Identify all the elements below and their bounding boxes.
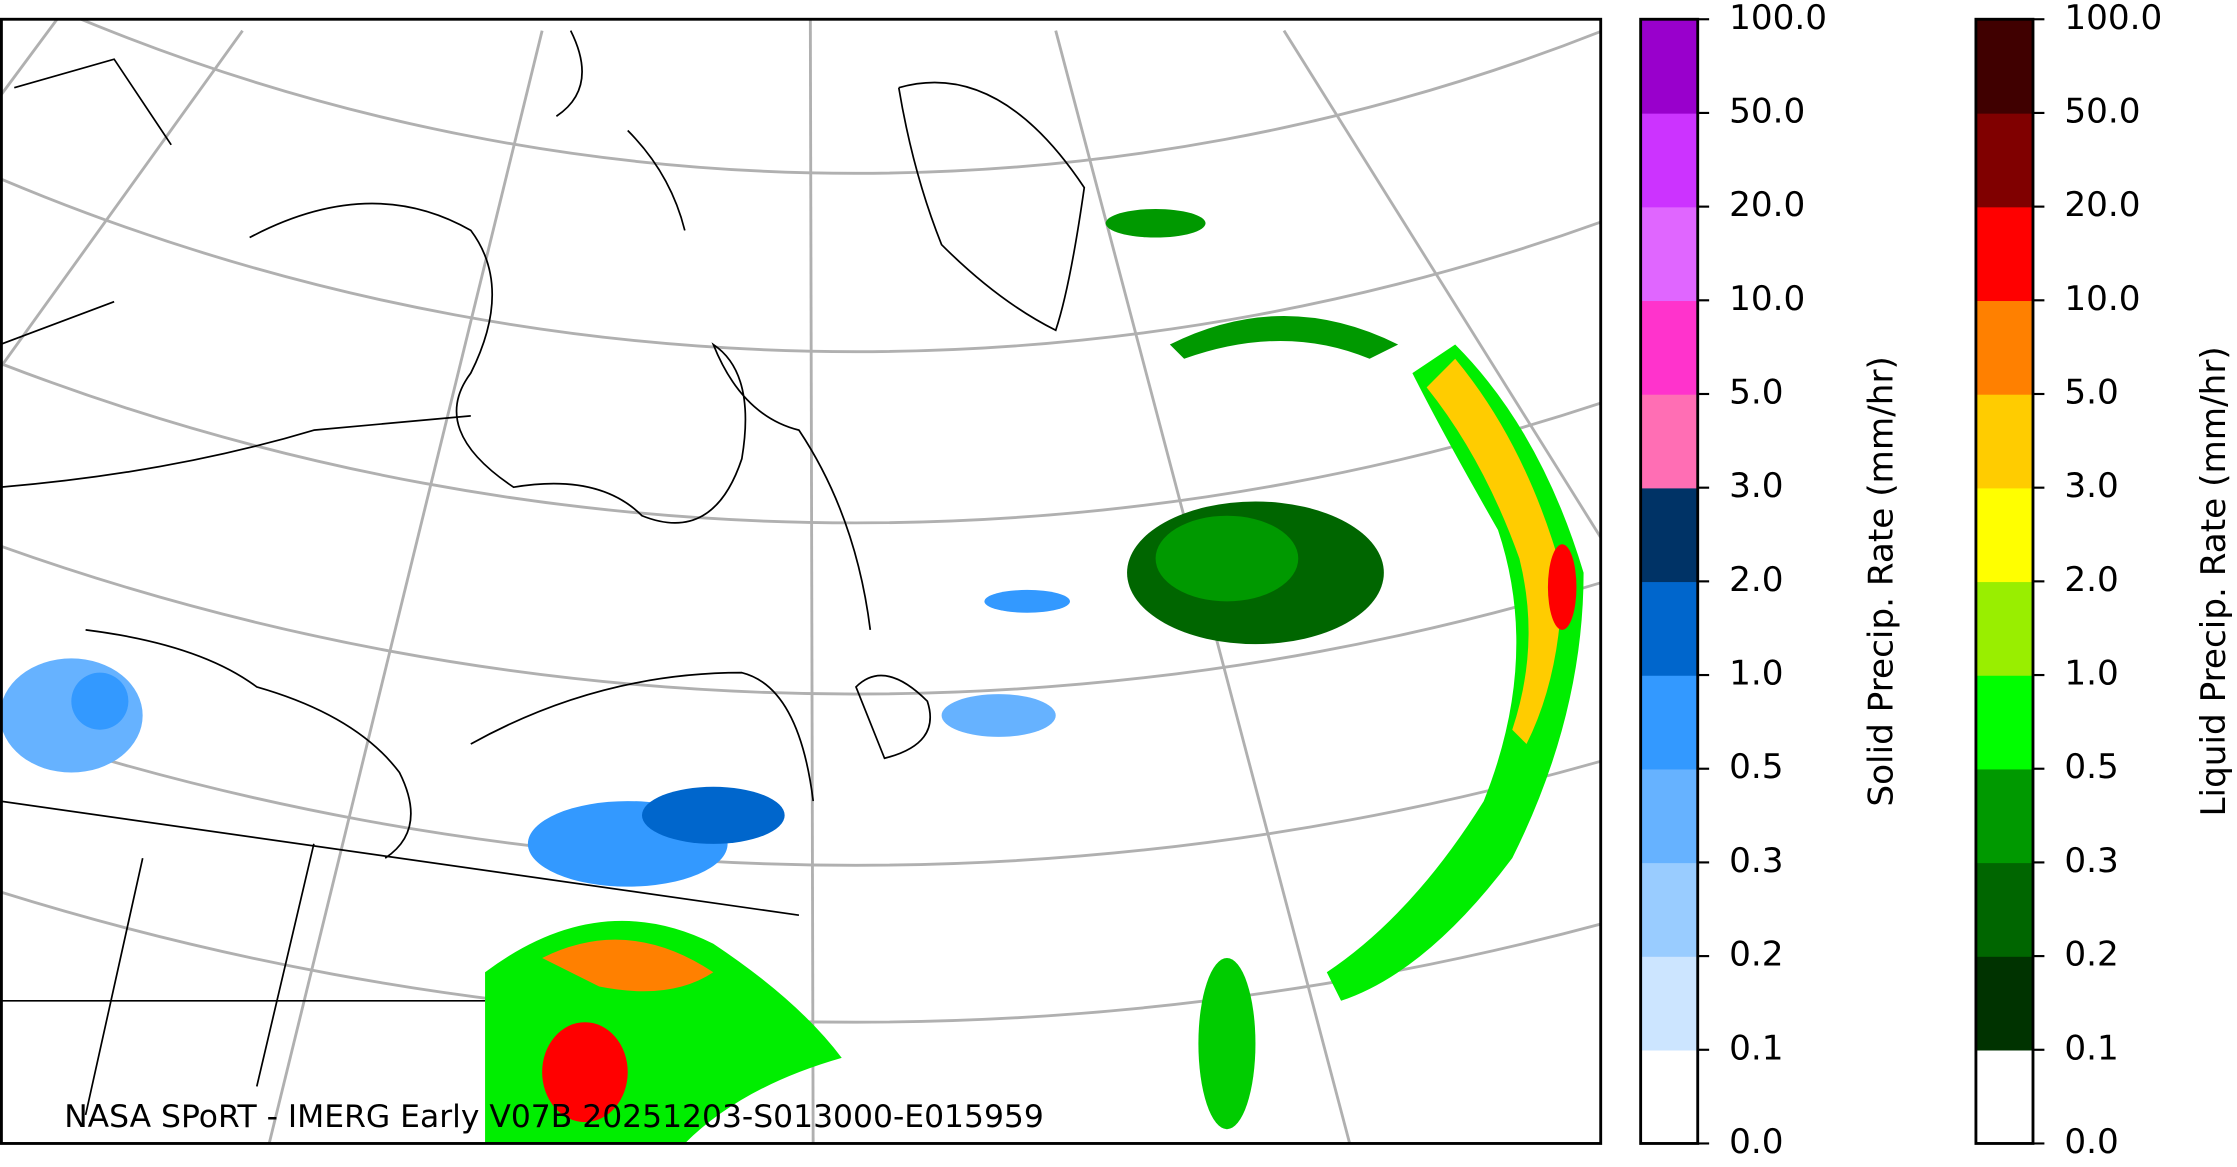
colorbar-tick-label: 1.0: [2064, 654, 2118, 694]
colorbar-swatch: [1640, 112, 1698, 208]
colorbar-tick-label: 5.0: [1729, 372, 1783, 412]
colorbar-swatch: [1640, 956, 1698, 1051]
colorbar-swatch: [1640, 675, 1698, 770]
colorbar-tick-label: 3.0: [1729, 466, 1783, 506]
coastlines: [1, 30, 1086, 1116]
colorbar-swatch: [1640, 393, 1698, 489]
colorbar-tick-label: 1.0: [1729, 654, 1783, 694]
colorbar-swatch: [1640, 300, 1698, 395]
colorbar-tick-label: 0.5: [2064, 747, 2118, 787]
colorbar-tick-label: 0.3: [2064, 841, 2118, 881]
colorbar-tick-label: 50.0: [1729, 91, 1805, 131]
colorbar-swatch: [1640, 1049, 1698, 1145]
colorbar-swatch: [1640, 206, 1698, 302]
colorbar-tick-label: 0.1: [1729, 1028, 1783, 1068]
colorbar-swatch: [1975, 206, 2033, 302]
colorbar-tick-label: 10.0: [2064, 279, 2140, 319]
colorbar-swatch: [1640, 862, 1698, 957]
colorbar-tick-label: 5.0: [2064, 372, 2118, 412]
credit: NASA SPoRT - IMERG Early V07B 20251203-S…: [64, 1099, 1044, 1135]
colorbar-swatch: [1975, 393, 2033, 489]
colorbar-swatch: [1975, 768, 2033, 864]
colorbar-tick-label: 0.0: [2064, 1122, 2118, 1162]
colorbar-swatch: [1975, 581, 2033, 676]
colorbar-tick-label: 2.0: [2064, 560, 2118, 600]
colorbar-swatch: [1975, 487, 2033, 583]
colorbar-tick-label: 0.3: [1729, 841, 1783, 881]
colorbar-swatch: [1640, 19, 1698, 114]
colorbar-tick-label: 10.0: [1729, 279, 1805, 319]
colorbar-tick-label: 0.5: [1729, 747, 1783, 787]
colorbar-swatch: [1975, 862, 2033, 957]
colorbar-tick-label: 2.0: [1729, 560, 1783, 600]
colorbar-swatch: [1975, 300, 2033, 395]
colorbar-tick-label: 100.0: [1729, 0, 1827, 38]
colorbar-tick-label: 0.2: [2064, 935, 2118, 975]
colorbar-swatch: [1640, 581, 1698, 676]
colorbar-swatch: [1975, 675, 2033, 770]
colorbar-label: Liquid Precip. Rate (mm/hr): [2194, 346, 2234, 816]
colorbar-tick-label: 0.1: [2064, 1028, 2118, 1068]
colorbar-tick-label: 20.0: [1729, 185, 1805, 225]
colorbar-tick-label: 100.0: [2064, 0, 2162, 38]
colorbar-tick-label: 50.0: [2064, 91, 2140, 131]
colorbar-swatch: [1640, 487, 1698, 583]
colorbar-swatch: [1640, 768, 1698, 864]
map-frame: [0, 17, 1603, 1145]
colorbar-tick-label: 3.0: [2064, 466, 2118, 506]
colorbar-swatch: [1975, 112, 2033, 208]
colorbar-swatch: [1975, 1049, 2033, 1145]
colorbar-label: Solid Precip. Rate (mm/hr): [1862, 356, 1902, 806]
colorbar-tick-label: 0.0: [1729, 1122, 1783, 1162]
colorbar-tick-label: 20.0: [2064, 185, 2140, 225]
colorbar-swatch: [1975, 956, 2033, 1051]
colorbar-swatch: [1975, 19, 2033, 114]
colorbar-tick-label: 0.2: [1729, 935, 1783, 975]
precipitation: [1, 209, 1584, 1144]
